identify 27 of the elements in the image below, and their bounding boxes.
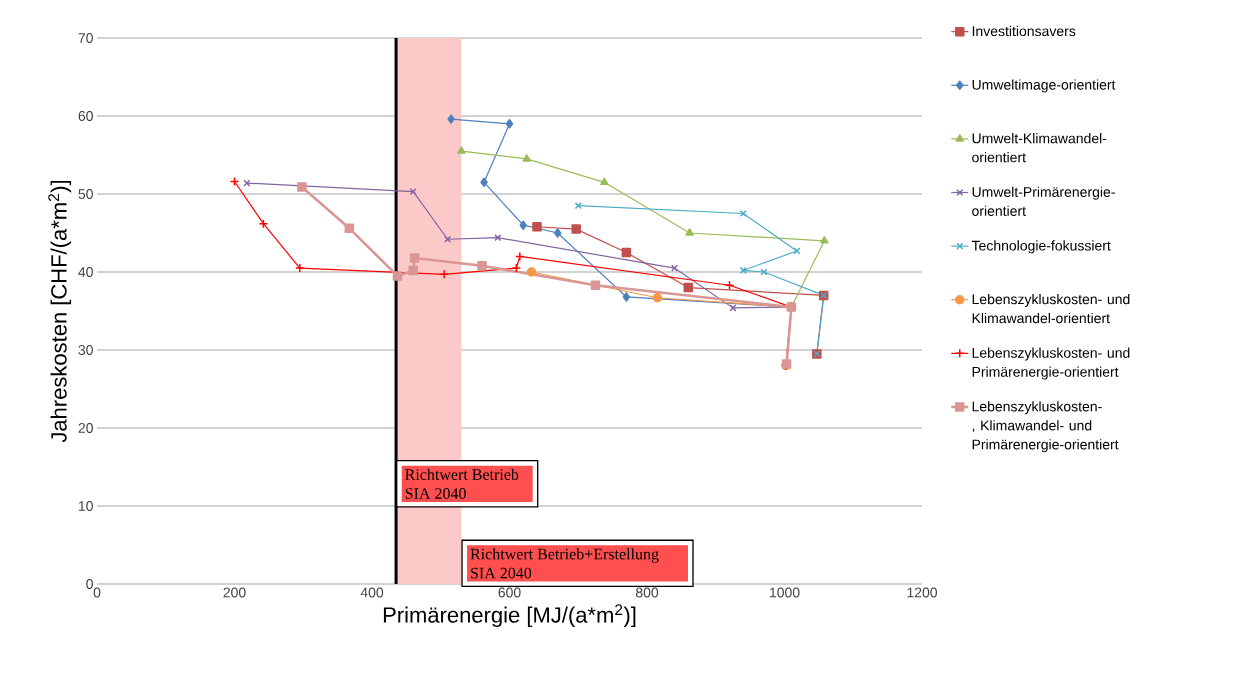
y-tick-label: 30 — [78, 345, 93, 355]
x-tick-label: 200 — [223, 587, 246, 598]
ref-line-label: Richtwert Betrieb SIA 2040 — [405, 468, 519, 499]
legend-label: Lebenszykluskosten- und Klimawandel-orientiert — [972, 293, 1130, 324]
y-tick-label: 20 — [78, 423, 93, 433]
y-axis-title: Jahreskosten [CHF/(a*m$^{2}$)] — [48, 180, 72, 443]
x-tick-label: 800 — [635, 587, 659, 598]
x-tick-label: 1000 — [770, 587, 800, 598]
x-tick-label: 600 — [498, 587, 521, 598]
legend-label: Umwelt-Klimawandel-orientiert — [972, 133, 1107, 163]
x-tick-label: 1200 — [907, 587, 938, 598]
legend-label: Umwelt-Primärenergie-orientiert — [972, 186, 1115, 216]
y-tick-label: 50 — [78, 189, 93, 199]
y-tick-label: 10 — [78, 501, 93, 511]
x-tick-label: 0 — [93, 587, 101, 598]
band-label: Richtwert Betrieb+Erstellung SIA 2040 — [470, 548, 659, 579]
legend-label: Investitionsavers — [972, 25, 1076, 37]
y-tick-label: 60 — [78, 111, 93, 121]
legend-label: Lebenszykluskosten- und Primärenergie-orientiert — [972, 347, 1130, 380]
x-axis-title: Primärenergie [MJ/(a*m$^{2}$)] — [383, 604, 636, 628]
y-tick-label: 70 — [78, 33, 93, 43]
legend-label: Lebenszykluskosten-, Klimawandel- und Primärenergie-orientiert — [972, 401, 1119, 453]
x-tick-label: 400 — [360, 587, 384, 598]
y-tick-label: 40 — [78, 267, 93, 277]
legend-label: Umweltimage-orientiert — [972, 79, 1116, 93]
y-tick-label: 0 — [86, 579, 93, 589]
legend-label: Technologie-fokussiert — [971, 240, 1111, 254]
